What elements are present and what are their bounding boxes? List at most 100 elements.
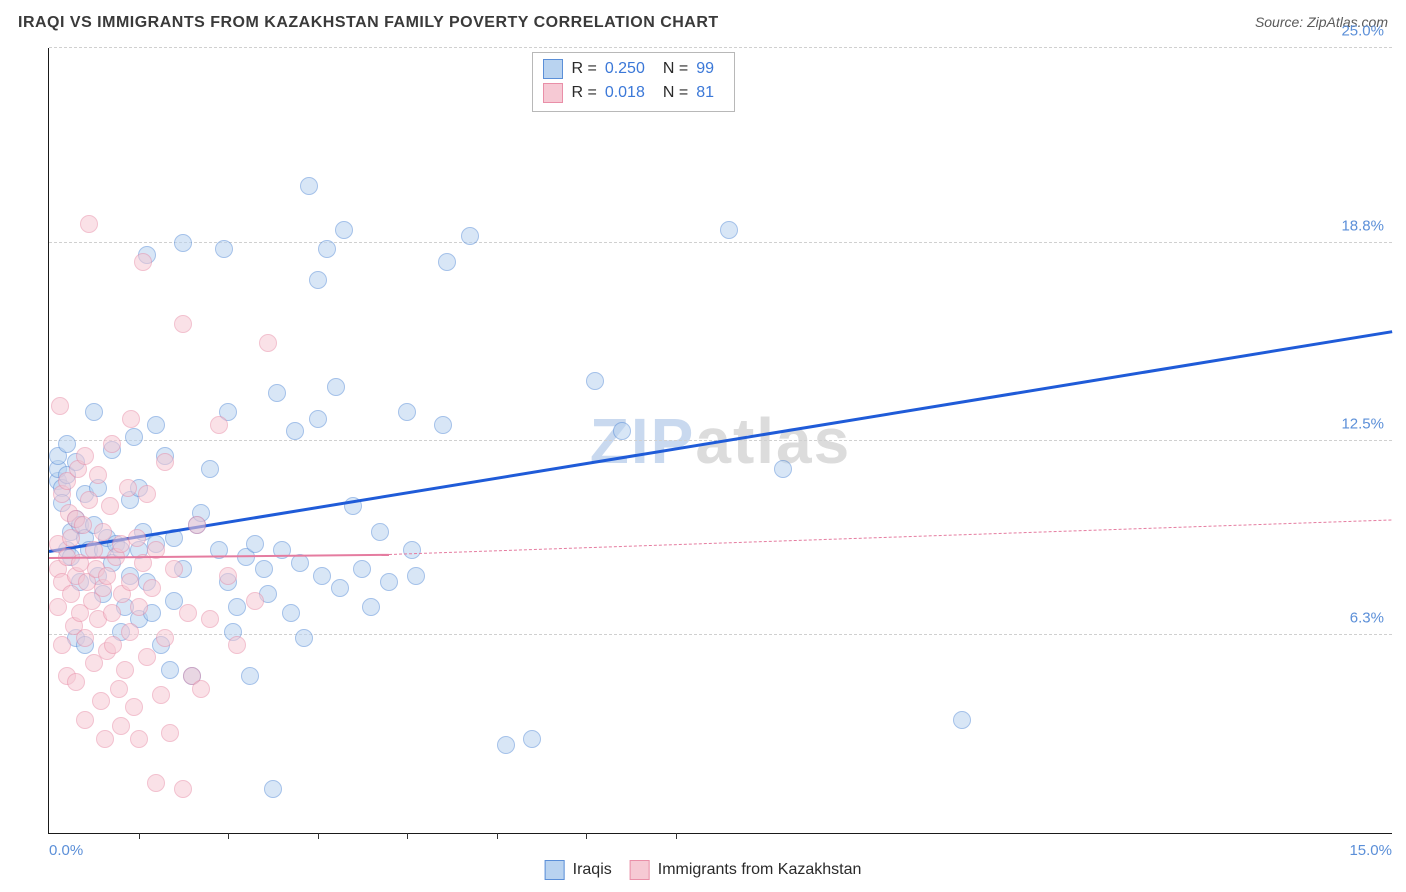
- x-axis-label: 15.0%: [1349, 842, 1392, 859]
- data-point: [313, 567, 331, 585]
- data-point: [335, 221, 353, 239]
- data-point: [497, 736, 515, 754]
- legend: Iraqis Immigrants from Kazakhstan: [545, 860, 862, 880]
- data-point: [147, 774, 165, 792]
- n-value: 99: [696, 57, 714, 81]
- data-point: [121, 573, 139, 591]
- data-point: [121, 623, 139, 641]
- x-axis-label: 0.0%: [49, 842, 83, 859]
- data-point: [96, 730, 114, 748]
- n-label: N =: [663, 57, 688, 81]
- legend-label: Immigrants from Kazakhstan: [658, 861, 862, 879]
- data-point: [403, 541, 421, 559]
- data-point: [125, 428, 143, 446]
- data-point: [67, 673, 85, 691]
- stats-row: R = 0.018 N = 81: [543, 81, 724, 105]
- data-point: [179, 604, 197, 622]
- data-point: [119, 479, 137, 497]
- data-point: [720, 221, 738, 239]
- data-point: [98, 567, 116, 585]
- data-point: [103, 604, 121, 622]
- data-point: [219, 567, 237, 585]
- data-point: [255, 560, 273, 578]
- n-value: 81: [696, 81, 714, 105]
- data-point: [134, 253, 152, 271]
- legend-swatch: [543, 83, 563, 103]
- data-point: [80, 491, 98, 509]
- data-point: [188, 516, 206, 534]
- y-tick-label: 25.0%: [1341, 23, 1384, 40]
- data-point: [101, 497, 119, 515]
- data-point: [210, 416, 228, 434]
- data-point: [228, 636, 246, 654]
- legend-item: Iraqis: [545, 860, 612, 880]
- data-point: [156, 629, 174, 647]
- gridline: [49, 634, 1392, 635]
- data-point: [282, 604, 300, 622]
- n-label: N =: [663, 81, 688, 105]
- data-point: [309, 410, 327, 428]
- r-label: R =: [571, 81, 596, 105]
- data-point: [85, 403, 103, 421]
- data-point: [122, 410, 140, 428]
- x-tick: [318, 833, 319, 839]
- data-point: [380, 573, 398, 591]
- data-point: [125, 698, 143, 716]
- data-point: [147, 416, 165, 434]
- data-point: [286, 422, 304, 440]
- data-point: [138, 485, 156, 503]
- data-point: [353, 560, 371, 578]
- data-point: [264, 780, 282, 798]
- legend-swatch: [630, 860, 650, 880]
- data-point: [398, 403, 416, 421]
- data-point: [51, 397, 69, 415]
- data-point: [246, 592, 264, 610]
- trend-line-extension: [389, 519, 1392, 555]
- data-point: [268, 384, 286, 402]
- y-tick-label: 6.3%: [1350, 610, 1384, 627]
- r-value: 0.250: [605, 57, 645, 81]
- data-point: [76, 711, 94, 729]
- x-tick: [139, 833, 140, 839]
- data-point: [174, 780, 192, 798]
- plot-region: Family Poverty ZIPatlas R = 0.250N = 99R…: [48, 48, 1392, 834]
- data-point: [318, 240, 336, 258]
- data-point: [116, 661, 134, 679]
- data-point: [201, 610, 219, 628]
- data-point: [613, 422, 631, 440]
- x-tick: [586, 833, 587, 839]
- y-tick-label: 12.5%: [1341, 415, 1384, 432]
- data-point: [89, 466, 107, 484]
- data-point: [953, 711, 971, 729]
- data-point: [259, 334, 277, 352]
- y-tick-label: 18.8%: [1341, 217, 1384, 234]
- data-point: [192, 680, 210, 698]
- data-point: [362, 598, 380, 616]
- data-point: [112, 717, 130, 735]
- data-point: [371, 523, 389, 541]
- data-point: [228, 598, 246, 616]
- data-point: [130, 598, 148, 616]
- data-point: [152, 686, 170, 704]
- data-point: [327, 378, 345, 396]
- r-value: 0.018: [605, 81, 645, 105]
- x-tick: [228, 833, 229, 839]
- stats-row: R = 0.250N = 99: [543, 57, 724, 81]
- legend-item: Immigrants from Kazakhstan: [630, 860, 862, 880]
- data-point: [165, 560, 183, 578]
- data-point: [53, 636, 71, 654]
- legend-label: Iraqis: [573, 861, 612, 879]
- data-point: [295, 629, 313, 647]
- data-point: [331, 579, 349, 597]
- legend-swatch: [543, 59, 563, 79]
- data-point: [523, 730, 541, 748]
- data-point: [94, 523, 112, 541]
- data-point: [174, 234, 192, 252]
- data-point: [110, 680, 128, 698]
- data-point: [215, 240, 233, 258]
- data-point: [438, 253, 456, 271]
- data-point: [300, 177, 318, 195]
- correlation-stats-box: R = 0.250 N = 99R = 0.018 N = 81: [532, 52, 735, 112]
- data-point: [128, 529, 146, 547]
- data-point: [74, 516, 92, 534]
